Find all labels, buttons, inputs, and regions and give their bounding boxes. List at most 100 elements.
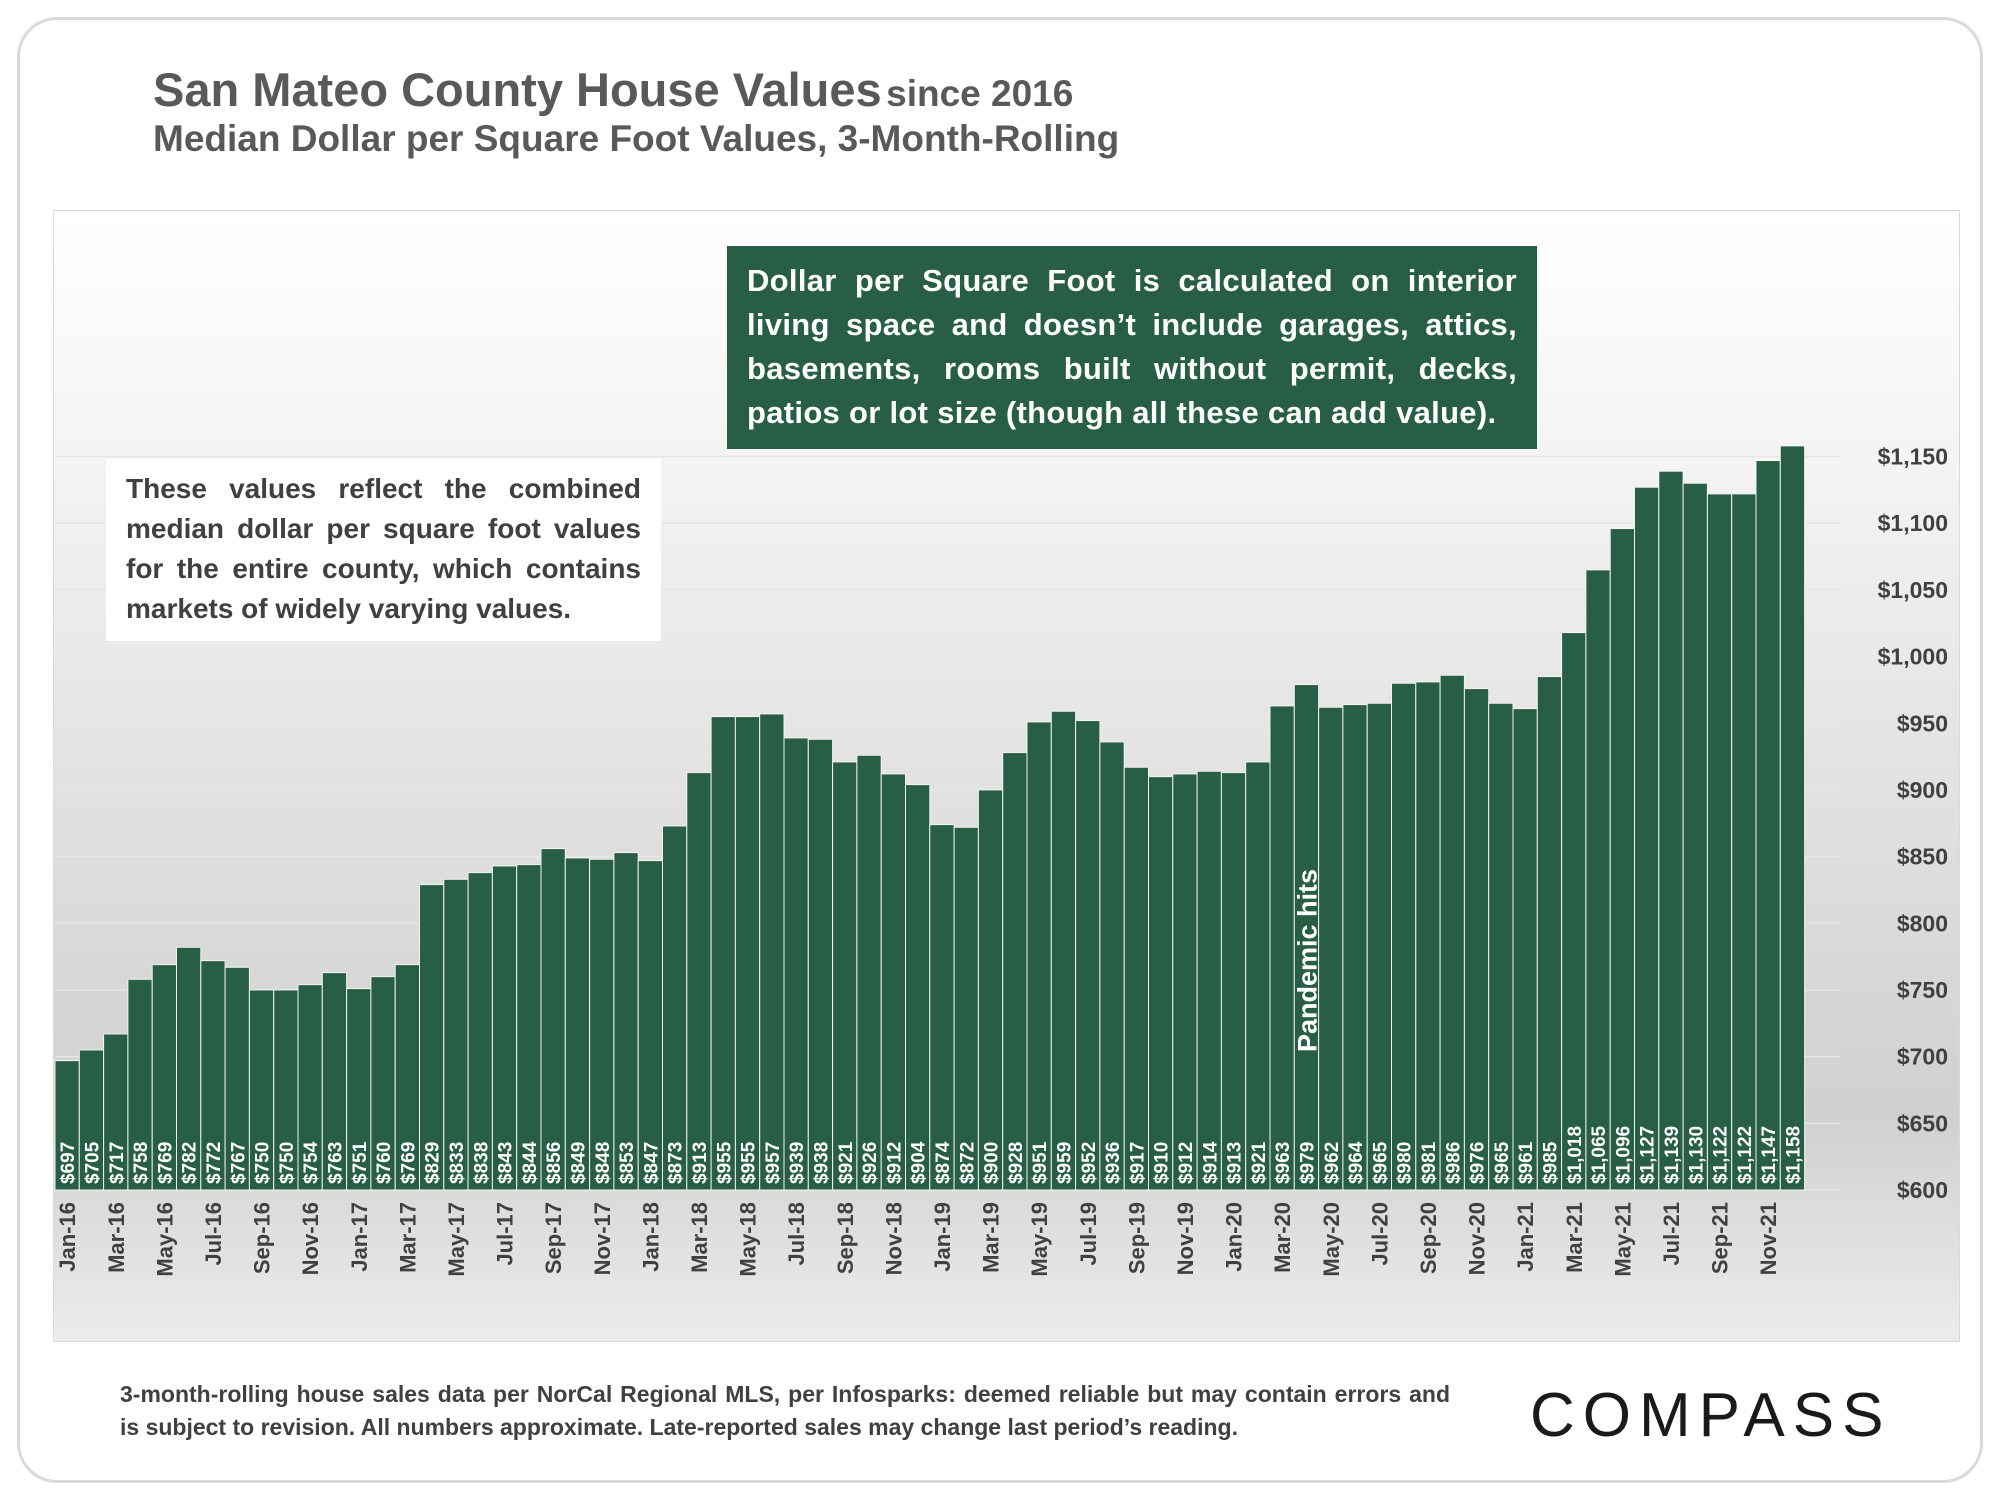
bar-value-label: $955 (714, 1141, 735, 1184)
x-tick-label: Sep-16 (250, 1202, 275, 1274)
bar (273, 989, 299, 1191)
bar-value-label: $1,122 (1711, 1126, 1732, 1184)
bar (78, 1049, 105, 1191)
bar-value-label: $848 (593, 1142, 614, 1184)
x-tick-label: Sep-18 (833, 1202, 858, 1274)
bar-value-label: $872 (957, 1142, 978, 1184)
bar (224, 966, 250, 1191)
bar (613, 852, 639, 1191)
bar (1512, 708, 1538, 1191)
bar (467, 872, 493, 1191)
bar (759, 713, 785, 1191)
bar (540, 848, 566, 1191)
bar (589, 858, 615, 1191)
bar-value-label: $980 (1395, 1142, 1416, 1184)
bar-value-label: $900 (982, 1142, 1003, 1184)
bar (1050, 710, 1077, 1191)
bar (1779, 445, 1806, 1191)
bar (1561, 632, 1587, 1191)
bar-value-label: $1,158 (1783, 1126, 1804, 1184)
bar-value-label: $961 (1516, 1141, 1537, 1184)
bar-value-label: $838 (471, 1142, 492, 1184)
bar-value-label: $921 (1249, 1141, 1270, 1184)
chart-title: San Mateo County House Values since 2016 (153, 62, 1073, 117)
bar-value-label: $697 (58, 1142, 79, 1184)
x-tick-label: Jul-20 (1367, 1202, 1392, 1266)
bar (662, 825, 688, 1191)
x-tick-label: Mar-20 (1270, 1202, 1295, 1273)
y-tick-label: $1,000 (1878, 644, 1948, 670)
bar (905, 784, 931, 1191)
x-tick-label: Mar-21 (1562, 1202, 1587, 1273)
x-tick-label: May-19 (1027, 1202, 1052, 1277)
x-tick-label: Jul-16 (201, 1202, 226, 1266)
x-tick-label: Jan-19 (930, 1202, 955, 1272)
bar-value-label: $751 (350, 1141, 371, 1184)
x-tick-label: Jul-17 (493, 1202, 518, 1266)
x-tick-label: Sep-17 (541, 1202, 566, 1274)
x-tick-label: May-16 (152, 1202, 177, 1277)
bar-value-label: $717 (107, 1142, 128, 1184)
bar-value-label: $873 (666, 1142, 687, 1184)
y-tick-label: $1,050 (1878, 577, 1948, 603)
bar-value-label: $705 (82, 1141, 103, 1184)
bar (856, 754, 882, 1191)
bar-value-label: $847 (641, 1142, 662, 1184)
bar-value-label: $962 (1322, 1142, 1343, 1184)
bar (200, 960, 226, 1191)
bar-value-label: $874 (933, 1141, 954, 1184)
bar (1731, 493, 1757, 1191)
bar (1148, 776, 1174, 1191)
bar-value-label: $1,130 (1686, 1126, 1707, 1184)
bar (807, 738, 834, 1191)
x-tick-label: May-20 (1319, 1202, 1344, 1277)
bar (953, 826, 979, 1191)
x-tick-label: Jan-17 (347, 1202, 372, 1272)
bar-value-label: $853 (617, 1142, 638, 1184)
x-tick-label: Nov-21 (1756, 1202, 1781, 1275)
bar-value-label: $1,147 (1759, 1126, 1780, 1184)
bar (1123, 766, 1149, 1191)
bar-value-label: $952 (1079, 1142, 1100, 1184)
y-tick-label: $600 (1897, 1177, 1948, 1203)
bar (1391, 682, 1417, 1191)
bar-value-label: $986 (1443, 1142, 1464, 1184)
x-tick-label: Jul-19 (1076, 1202, 1101, 1266)
x-tick-label: Jan-21 (1513, 1202, 1538, 1272)
bar (1609, 528, 1635, 1191)
bar-value-label: $938 (811, 1142, 832, 1184)
bar-series (54, 445, 1806, 1191)
bar-value-label: $782 (180, 1142, 201, 1184)
bar (54, 1060, 80, 1191)
pandemic-annotation: Pandemic hits (1292, 869, 1322, 1052)
bar (1585, 569, 1611, 1191)
bar-value-label: $985 (1540, 1141, 1561, 1184)
bar (370, 976, 396, 1191)
bar (1318, 706, 1344, 1191)
bar (1463, 688, 1490, 1191)
bar-value-label: $1,127 (1638, 1126, 1659, 1184)
bar (564, 857, 591, 1191)
x-tick-label: Sep-21 (1708, 1202, 1733, 1274)
bar-value-label: $965 (1370, 1141, 1391, 1184)
bar (783, 737, 809, 1191)
bar (1439, 674, 1465, 1191)
bar-value-label: $914 (1200, 1141, 1221, 1184)
bar (1099, 741, 1125, 1191)
bar-value-label: $829 (423, 1142, 444, 1184)
bar-value-label: $964 (1346, 1141, 1367, 1184)
bar (1342, 704, 1368, 1191)
bar-value-label: $912 (884, 1142, 905, 1184)
y-tick-label: $700 (1897, 1044, 1948, 1070)
chart-title-main: San Mateo County House Values (153, 63, 882, 116)
bar-value-label: $979 (1297, 1142, 1318, 1184)
bar-value-label: $760 (374, 1142, 395, 1184)
y-axis-ticks: $600 $650 $700 $750 $800 $850 $900 $950 $1,000 $1… (1878, 444, 1948, 1203)
x-tick-label: Mar-17 (395, 1202, 420, 1273)
bar (491, 865, 518, 1191)
x-tick-label: Mar-16 (104, 1202, 129, 1273)
x-tick-label: Nov-16 (298, 1202, 323, 1275)
bar-value-label: $769 (155, 1142, 176, 1184)
y-tick-label: $750 (1897, 977, 1948, 1003)
bar (248, 989, 275, 1191)
